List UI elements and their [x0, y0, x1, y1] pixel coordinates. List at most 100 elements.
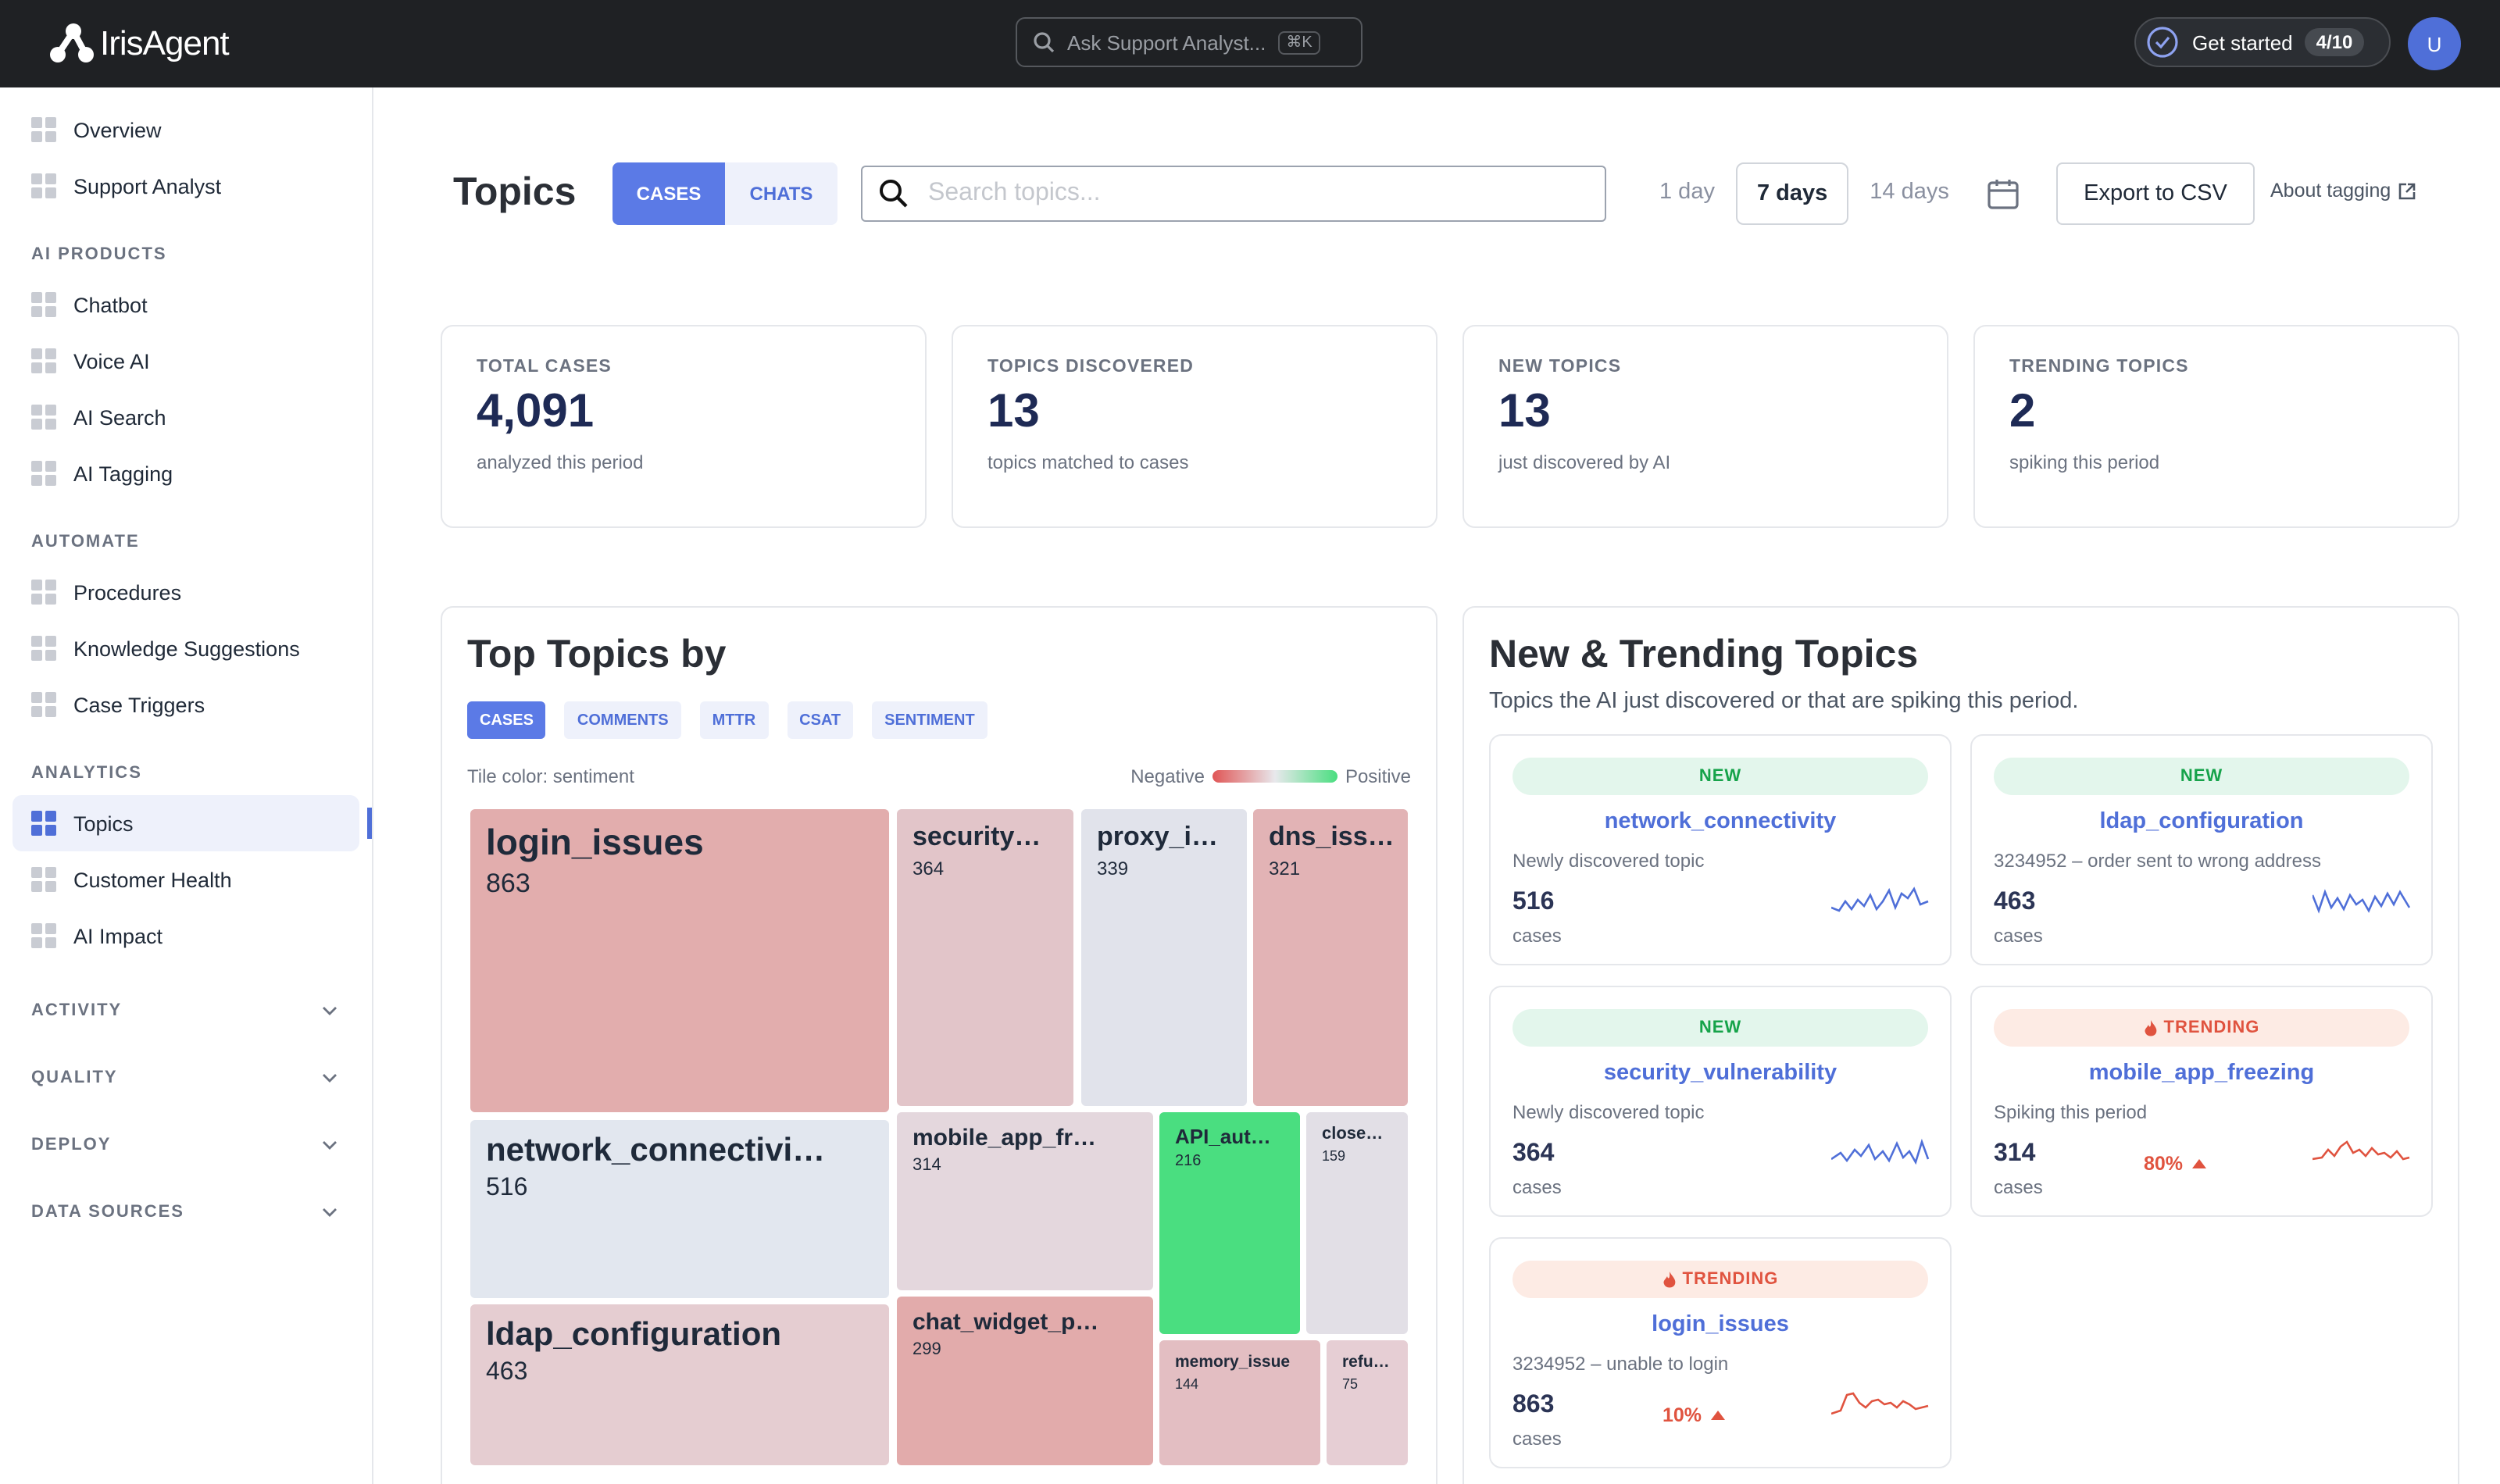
chevron — [323, 1208, 337, 1216]
trending-panel: New & Trending Topics Topics the AI just… — [1462, 606, 2459, 1484]
top-bar: IrisAgent Ask Support Analyst... ⌘K Get … — [0, 0, 2500, 87]
treemap-tile[interactable]: proxy_i… 339 — [1081, 809, 1247, 1106]
metric-tab[interactable]: CSAT — [787, 701, 854, 739]
range-option[interactable]: 14 days — [1870, 180, 1949, 205]
search-placeholder: Ask Support Analyst... — [1067, 30, 1266, 54]
badge-label: TRENDING — [1682, 1270, 1779, 1289]
calendar-button[interactable] — [1986, 177, 2020, 211]
topic-note: Spiking this period — [1994, 1101, 2148, 1123]
metric-tab[interactable]: SENTIMENT — [872, 701, 988, 739]
stat-value: 4,091 — [477, 386, 595, 437]
sparkline — [2312, 889, 2411, 914]
stat-value: 2 — [2009, 386, 2036, 437]
tile-value: 75 — [1342, 1376, 1359, 1392]
collapsible-section[interactable]: DATA SOURCES — [0, 1178, 372, 1245]
treemap-tile[interactable]: network_connectivi… 516 — [470, 1120, 889, 1298]
topic-note: 3234952 – order sent to wrong address — [1994, 850, 2321, 872]
about-link[interactable]: About tagging — [2270, 180, 2416, 202]
badge-label: TRENDING — [2163, 1018, 2260, 1037]
metric-tab[interactable]: MTTR — [699, 701, 769, 739]
nav-item[interactable]: Overview — [12, 102, 359, 158]
nav-label: Knowledge Suggestions — [73, 637, 300, 660]
badge: NEW — [1512, 758, 1928, 795]
nav-item[interactable]: Voice AI — [12, 333, 359, 389]
stat-card: TOPICS DISCOVERED 13 topics matched to cas… — [952, 325, 1438, 528]
treemap: login_issues 863 security… 364 proxy_i… 339 dn… — [470, 809, 1408, 1465]
nav-icon — [31, 867, 56, 892]
topic-note: 3234952 – unable to login — [1512, 1353, 1729, 1375]
nav-item[interactable]: Case Triggers — [12, 676, 359, 733]
nav-item[interactable]: Chatbot — [12, 276, 359, 333]
nav-item[interactable]: Procedures — [12, 564, 359, 620]
external-icon — [2399, 182, 2416, 199]
treemap-tile[interactable]: mobile_app_fr… 314 — [897, 1112, 1153, 1290]
metric-tab[interactable]: CASES — [467, 701, 546, 739]
treemap-tile[interactable]: close… 159 — [1306, 1112, 1408, 1334]
nav-label: Case Triggers — [73, 693, 205, 716]
range-option[interactable]: 7 days — [1736, 162, 1848, 225]
brand[interactable]: IrisAgent — [47, 22, 230, 66]
get-started-label: Get started — [2192, 30, 2293, 54]
nav-label: Chatbot — [73, 293, 148, 316]
source-tab[interactable]: CHATS — [749, 183, 813, 205]
topic-name: security_vulnerability — [1603, 1061, 1838, 1086]
header-search[interactable]: Ask Support Analyst... ⌘K — [1016, 17, 1362, 67]
sparkline — [1831, 886, 1929, 912]
treemap-tile[interactable]: chat_widget_p… 299 — [897, 1297, 1153, 1465]
stat-note: just discovered by AI — [1498, 451, 1671, 473]
treemap-tile[interactable]: ldap_configuration 463 — [470, 1304, 889, 1465]
topic-search[interactable]: Search topics... — [861, 166, 1606, 222]
tile-value: 216 — [1175, 1153, 1202, 1170]
tile-value: 144 — [1175, 1376, 1199, 1392]
nav-item[interactable]: Knowledge Suggestions — [12, 620, 359, 676]
treemap-tile[interactable]: API_aut… 216 — [1159, 1112, 1300, 1334]
trend-card[interactable]: TRENDING login_issues 3234952 – unable to … — [1489, 1237, 1952, 1468]
topic-note: Newly discovered topic — [1512, 1101, 1705, 1123]
nav-icon — [31, 692, 56, 717]
change-value: 10% — [1662, 1404, 1702, 1426]
export-button[interactable]: Export to CSV — [2056, 162, 2255, 225]
trend-card[interactable]: TRENDING mobile_app_freezing Spiking this … — [1970, 986, 2433, 1217]
nav-label: Support Analyst — [73, 174, 222, 198]
case-count: 863 — [1512, 1392, 1555, 1418]
stat-value: 13 — [1498, 386, 1551, 437]
nav-item[interactable]: AI Tagging — [12, 445, 359, 501]
avatar[interactable]: U — [2408, 17, 2461, 70]
trend-card[interactable]: NEW network_connectivity Newly discovered … — [1489, 734, 1952, 965]
nav-icon — [31, 580, 56, 605]
metric-tabs: CASES COMMENTS MTTR CSAT SENTIMENT — [467, 701, 988, 739]
treemap-tile[interactable]: dns_iss… 321 — [1253, 809, 1408, 1106]
nav-item[interactable]: Support Analyst — [12, 158, 359, 214]
panel-subtitle: Topics the AI just discovered or that ar… — [1489, 689, 2079, 714]
metric-tab[interactable]: COMMENTS — [564, 701, 681, 739]
chevron — [323, 1073, 337, 1082]
treemap-tile[interactable]: refu… 75 — [1327, 1340, 1408, 1465]
stat-note: topics matched to cases — [988, 451, 1189, 473]
treemap-tile[interactable]: security… 364 — [897, 809, 1073, 1106]
nav-item[interactable]: Customer Health — [12, 851, 359, 908]
tile-value: 339 — [1097, 858, 1129, 879]
treemap-tile[interactable]: memory_issue 144 — [1159, 1340, 1320, 1465]
trend-card[interactable]: NEW ldap_configuration 3234952 – order sen… — [1970, 734, 2433, 965]
treemap-tile[interactable]: login_issues 863 — [470, 809, 889, 1112]
topic-name: login_issues — [1652, 1312, 1789, 1337]
sparkline — [1831, 1392, 1929, 1415]
source-tab[interactable]: CASES — [612, 162, 725, 225]
nav-item[interactable]: AI Search — [12, 389, 359, 445]
search-placeholder: Search topics... — [928, 180, 1101, 206]
legend-low: Negative — [1130, 765, 1205, 787]
nav-item[interactable]: AI Impact — [12, 908, 359, 964]
collapsible-section[interactable]: ACTIVITY — [0, 976, 372, 1043]
trend-card[interactable]: NEW security_vulnerability Newly discovere… — [1489, 986, 1952, 1217]
tile-name: ldap_configuration — [486, 1317, 781, 1353]
range-option[interactable]: 1 day — [1659, 180, 1715, 205]
topic-note: Newly discovered topic — [1512, 850, 1705, 872]
nav-label: Procedures — [73, 580, 182, 604]
page-title: Topics — [453, 170, 577, 214]
get-started[interactable]: Get started 4/10 — [2134, 17, 2391, 67]
nav-label: AI Search — [73, 405, 166, 429]
nav-item[interactable]: Topics — [12, 795, 372, 851]
collapsible-section[interactable]: DEPLOY — [0, 1111, 372, 1178]
collapsible-section[interactable]: QUALITY — [0, 1043, 372, 1111]
case-count: 516 — [1512, 889, 1555, 915]
